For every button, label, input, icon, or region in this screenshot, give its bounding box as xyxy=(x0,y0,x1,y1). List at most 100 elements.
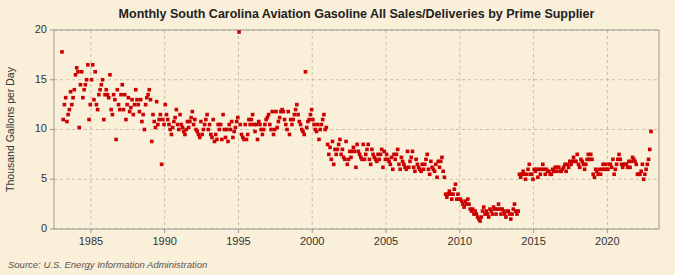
point xyxy=(341,148,345,152)
point xyxy=(385,153,389,157)
point xyxy=(285,128,289,132)
point xyxy=(138,110,142,114)
point xyxy=(467,202,471,206)
point xyxy=(284,123,288,127)
point xyxy=(316,123,320,127)
point xyxy=(214,133,218,137)
point xyxy=(531,177,535,181)
point xyxy=(309,113,313,117)
point xyxy=(352,146,356,150)
point xyxy=(253,130,257,134)
point xyxy=(643,172,647,176)
point xyxy=(127,96,131,100)
background xyxy=(0,0,675,275)
point xyxy=(466,197,470,201)
y-tick xyxy=(50,129,54,130)
point xyxy=(277,120,281,124)
point xyxy=(422,168,426,172)
point xyxy=(639,169,643,173)
point xyxy=(118,108,122,112)
point xyxy=(220,138,224,142)
point xyxy=(334,153,338,157)
grid xyxy=(54,30,659,229)
point xyxy=(122,108,126,112)
point xyxy=(108,73,112,77)
point xyxy=(344,140,348,144)
point xyxy=(172,120,176,124)
y-tick-label: 20 xyxy=(35,23,47,35)
point xyxy=(617,153,621,157)
point xyxy=(337,143,341,147)
point xyxy=(268,123,272,127)
point xyxy=(200,133,204,137)
point xyxy=(504,215,508,219)
point xyxy=(95,103,99,107)
point xyxy=(315,130,319,134)
point xyxy=(250,118,254,122)
point xyxy=(302,133,306,137)
point xyxy=(304,70,308,74)
point xyxy=(321,118,325,122)
point xyxy=(338,138,342,142)
point xyxy=(310,108,314,112)
point xyxy=(156,123,160,127)
point xyxy=(320,123,324,127)
point xyxy=(584,163,588,167)
point xyxy=(256,138,260,142)
point xyxy=(231,136,235,140)
point xyxy=(165,113,169,117)
point xyxy=(120,83,124,87)
point xyxy=(251,113,255,117)
point xyxy=(211,118,215,122)
point xyxy=(104,88,108,92)
point xyxy=(76,70,80,74)
point xyxy=(429,160,433,164)
point xyxy=(60,50,64,54)
point xyxy=(226,140,230,144)
point xyxy=(81,96,85,100)
point xyxy=(114,138,118,142)
point xyxy=(615,163,619,167)
point xyxy=(133,103,137,107)
chart-container: 0510152019851990199520002005201020152020… xyxy=(0,0,675,275)
point xyxy=(291,118,295,122)
point xyxy=(171,126,175,130)
point xyxy=(282,110,286,114)
chart: 0510152019851990199520002005201020152020… xyxy=(0,0,675,275)
point xyxy=(599,172,603,176)
point xyxy=(612,172,616,176)
point xyxy=(88,103,92,107)
point xyxy=(113,98,117,102)
point xyxy=(414,158,418,162)
point xyxy=(391,168,395,172)
point xyxy=(178,113,182,117)
point xyxy=(510,212,514,216)
point xyxy=(117,103,121,107)
point xyxy=(66,113,70,117)
point xyxy=(248,123,252,127)
point xyxy=(525,172,529,176)
point xyxy=(509,217,513,221)
point xyxy=(160,163,164,167)
point xyxy=(181,126,185,130)
point xyxy=(293,113,297,117)
point xyxy=(236,116,240,120)
point xyxy=(166,118,170,122)
point xyxy=(112,93,116,97)
point xyxy=(61,118,65,122)
point xyxy=(187,126,191,130)
point xyxy=(295,103,299,107)
y-tick-label: 15 xyxy=(35,73,47,85)
point xyxy=(369,163,373,167)
point xyxy=(258,123,262,127)
point xyxy=(439,160,443,164)
point xyxy=(237,30,241,34)
point xyxy=(413,169,417,173)
point xyxy=(428,172,432,176)
point xyxy=(163,103,167,107)
point xyxy=(641,163,645,167)
point xyxy=(331,140,335,144)
y-tick xyxy=(50,30,54,31)
point xyxy=(363,158,367,162)
point xyxy=(65,120,69,124)
